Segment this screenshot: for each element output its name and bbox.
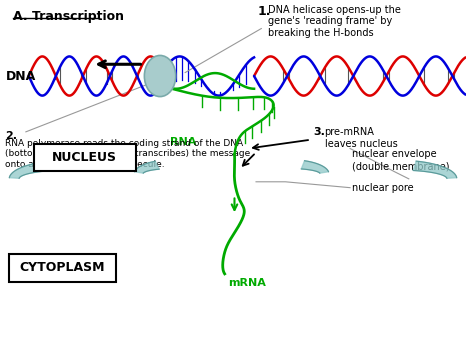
Polygon shape <box>413 161 456 178</box>
Text: RNA: RNA <box>170 137 196 147</box>
FancyBboxPatch shape <box>34 143 136 171</box>
Text: 3.: 3. <box>313 127 325 137</box>
Text: NUCLEUS: NUCLEUS <box>52 151 117 164</box>
Text: DNA: DNA <box>6 69 36 83</box>
Text: 1.: 1. <box>258 4 272 18</box>
Text: nuclear pore: nuclear pore <box>352 183 414 193</box>
Text: nuclear envelope
(double membrane): nuclear envelope (double membrane) <box>352 150 449 171</box>
Text: RNA polymerase reads the coding strand of the DNA
(bottom strand) and copies (tr: RNA polymerase reads the coding strand o… <box>5 139 251 169</box>
Ellipse shape <box>145 55 176 97</box>
Polygon shape <box>135 161 159 173</box>
Text: mRNA: mRNA <box>228 278 266 288</box>
Polygon shape <box>301 161 328 173</box>
Text: A. Transcription: A. Transcription <box>13 10 124 23</box>
Text: DNA helicase opens-up the
gene's 'reading frame' by
breaking the H-bonds: DNA helicase opens-up the gene's 'readin… <box>268 4 401 38</box>
Text: pre-mRNA
leaves nucleus: pre-mRNA leaves nucleus <box>325 127 397 149</box>
FancyBboxPatch shape <box>9 254 116 282</box>
Text: CYTOPLASM: CYTOPLASM <box>19 261 105 275</box>
Text: 2.: 2. <box>5 131 18 141</box>
Polygon shape <box>9 162 50 178</box>
